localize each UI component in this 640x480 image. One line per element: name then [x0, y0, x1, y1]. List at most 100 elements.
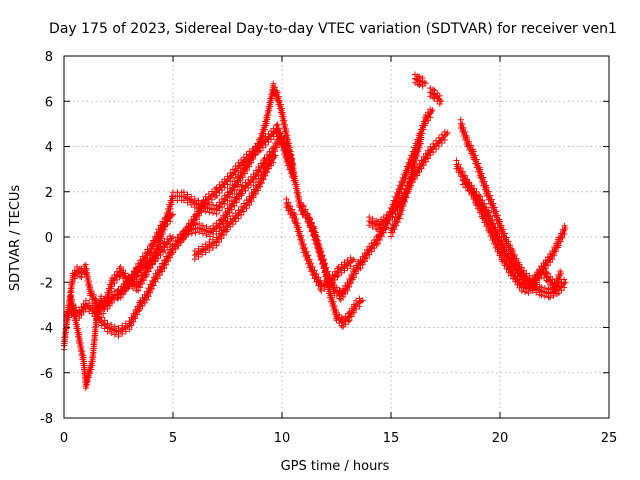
data-point	[199, 222, 206, 229]
data-point	[318, 248, 325, 255]
data-point	[533, 281, 540, 288]
data-point	[196, 220, 203, 227]
data-point	[549, 276, 556, 283]
data-point	[101, 317, 108, 324]
data-point	[323, 264, 330, 271]
series-track-14	[388, 132, 425, 240]
data-point	[319, 252, 326, 259]
data-point	[470, 148, 477, 155]
data-point	[192, 221, 199, 228]
data-point	[89, 302, 96, 309]
data-point	[318, 279, 325, 286]
data-point	[308, 260, 315, 267]
data-point	[505, 238, 512, 245]
data-point	[453, 157, 460, 164]
data-point	[491, 204, 498, 211]
data-point	[82, 297, 89, 304]
data-point	[85, 273, 92, 280]
data-point	[313, 270, 320, 277]
data-point	[280, 113, 287, 120]
data-point	[299, 203, 306, 210]
data-point	[300, 241, 307, 248]
data-point	[562, 279, 569, 286]
data-point	[457, 116, 464, 123]
data-point	[489, 216, 496, 223]
data-point	[272, 84, 279, 91]
data-point	[68, 292, 75, 299]
data-point	[498, 237, 505, 244]
data-point	[297, 228, 304, 235]
data-point	[419, 74, 426, 81]
data-point	[481, 178, 488, 185]
data-point	[279, 105, 285, 112]
data-point	[68, 303, 75, 310]
data-point	[72, 304, 79, 311]
data-point	[333, 309, 340, 316]
data-point	[316, 241, 323, 248]
data-point	[422, 80, 429, 87]
x-axis-label: GPS time / hours	[281, 459, 390, 474]
data-point	[496, 233, 503, 240]
data-point	[481, 200, 488, 207]
data-point	[272, 152, 279, 159]
data-point	[281, 117, 288, 124]
data-point	[287, 203, 294, 210]
data-point	[117, 263, 124, 270]
data-point	[487, 213, 494, 220]
x-tick-label: 0	[60, 431, 68, 446]
data-point	[321, 277, 328, 284]
series-track-18	[453, 157, 565, 297]
data-point	[468, 182, 475, 189]
data-point	[79, 348, 86, 355]
data-point	[305, 211, 312, 218]
data-point	[444, 129, 451, 136]
data-point	[477, 193, 484, 200]
data-point	[389, 205, 396, 212]
data-point	[188, 222, 195, 229]
data-point	[483, 184, 490, 191]
data-point	[436, 92, 443, 99]
data-point	[435, 95, 442, 102]
data-point	[296, 195, 303, 202]
data-point	[507, 254, 514, 261]
data-point	[303, 248, 310, 255]
data-point	[293, 181, 300, 188]
data-point	[234, 212, 241, 219]
data-point	[418, 134, 425, 141]
data-point	[490, 220, 497, 227]
data-point	[77, 335, 84, 342]
plot-frame	[63, 55, 610, 419]
data-point	[67, 288, 74, 295]
data-point	[498, 222, 505, 229]
data-point	[84, 269, 91, 276]
data-point	[307, 215, 314, 222]
series-track-15	[411, 71, 429, 90]
data-point	[414, 73, 421, 80]
data-point	[111, 323, 118, 330]
data-point	[326, 272, 333, 279]
data-point	[503, 248, 510, 255]
data-point	[293, 216, 300, 223]
data-point	[289, 155, 296, 162]
data-point	[281, 136, 288, 143]
data-point	[514, 264, 521, 271]
data-point	[299, 237, 306, 244]
x-tick-label: 10	[274, 431, 291, 446]
data-point	[289, 206, 296, 213]
data-point	[328, 276, 335, 283]
data-point	[86, 300, 93, 307]
data-point	[247, 173, 254, 180]
y-tick-label: 6	[45, 95, 53, 110]
data-point	[494, 212, 501, 219]
data-point	[270, 80, 277, 87]
data-point	[284, 132, 291, 139]
data-point	[286, 147, 293, 154]
data-point	[512, 261, 519, 268]
data-point	[78, 344, 85, 351]
data-point	[184, 191, 191, 198]
data-point	[475, 160, 482, 167]
data-point	[298, 232, 305, 239]
data-point	[93, 308, 100, 315]
data-point	[430, 86, 437, 93]
data-point	[311, 267, 318, 274]
